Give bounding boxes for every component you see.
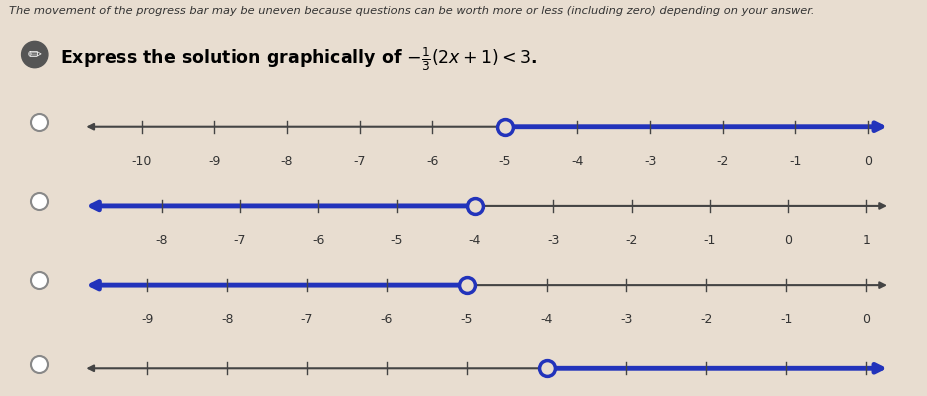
Text: ✏: ✏ xyxy=(28,46,42,63)
Point xyxy=(498,124,513,130)
Text: Express the solution graphically of $-\frac{1}{3}(2x+1)<3$.: Express the solution graphically of $-\f… xyxy=(60,46,538,73)
Point xyxy=(467,203,482,209)
Point xyxy=(459,282,474,288)
Point xyxy=(540,365,554,371)
Point xyxy=(32,360,46,367)
Point xyxy=(32,119,46,125)
Point xyxy=(32,277,46,284)
Point xyxy=(32,198,46,204)
Text: The movement of the progress bar may be uneven because questions can be worth mo: The movement of the progress bar may be … xyxy=(9,6,815,16)
